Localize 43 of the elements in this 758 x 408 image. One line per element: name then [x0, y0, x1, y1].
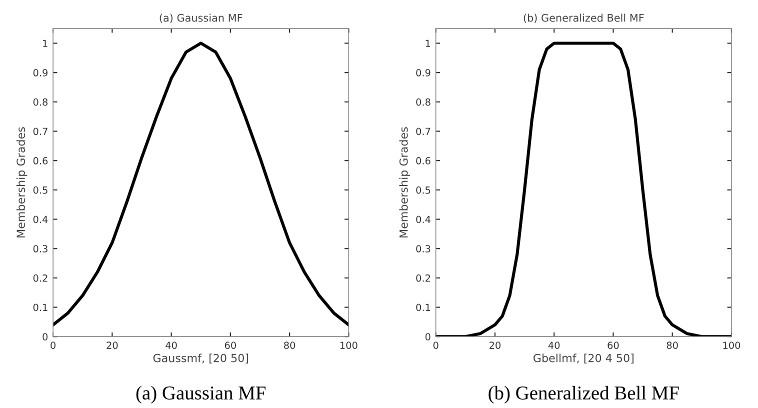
y-tick-label: 0.2	[33, 274, 48, 282]
line-series	[53, 42, 349, 326]
y-tick-label: 0	[42, 333, 48, 340]
x-tick-label: 100	[340, 342, 358, 349]
x-tick-label: 20	[490, 342, 501, 349]
y-tick-label: 0.3	[416, 245, 430, 252]
y-tick-label: 0.1	[416, 304, 430, 312]
x-tick-label: 100	[723, 342, 740, 349]
y-tick-label: 1	[426, 40, 430, 47]
y-tick-label: 0.4	[33, 216, 48, 224]
y-tick-label: 0.9	[416, 69, 430, 76]
y-tick-label: 0.6	[33, 157, 48, 164]
x-tick-label: 80	[666, 342, 678, 349]
y-tick-label: 0.1	[33, 304, 48, 312]
y-tick-label: 0.3	[33, 245, 48, 252]
y-tick-label: 0	[425, 333, 430, 340]
y-tick-label: 0.7	[33, 128, 48, 136]
y-tick-label: 0.5	[33, 186, 48, 194]
x-tick-label: 0	[50, 342, 56, 349]
y-tick-label: 0.9	[33, 69, 48, 76]
x-tick-label: 80	[284, 342, 296, 349]
y-tick-label: 0.8	[416, 98, 430, 106]
x-tick-label: 0	[433, 342, 438, 349]
y-tick-label: 0.4	[416, 216, 430, 224]
y-tick-label: 0.8	[33, 98, 48, 106]
y-tick-label: 0.7	[416, 128, 430, 136]
y-tick-label: 0.6	[416, 157, 430, 164]
text: (b) Generalized Bell MF	[488, 386, 679, 404]
y-axis-title: Membership Grades	[399, 127, 410, 238]
y-axis-title: Membership Grades	[16, 127, 28, 238]
text: (a) Gaussian MF	[136, 386, 266, 404]
x-axis-title: Gbellmf, [20 4 50]	[534, 354, 634, 364]
x-tick-label: 60	[608, 342, 619, 349]
y-tick-label: 0.2	[416, 274, 430, 282]
x-axis-title: Gaussmf, [20 50]	[153, 354, 248, 364]
x-tick-label: 40	[548, 342, 560, 349]
y-tick-label: 1	[43, 40, 48, 47]
chart-title: (b) Generalized Bell MF	[524, 14, 644, 23]
x-tick-label: 40	[166, 342, 177, 349]
y-tick-label: 0.5	[416, 186, 430, 194]
chart-title: (a) Gaussian MF	[160, 14, 242, 23]
x-tick-label: 20	[106, 342, 118, 349]
x-tick-label: 60	[224, 342, 236, 349]
